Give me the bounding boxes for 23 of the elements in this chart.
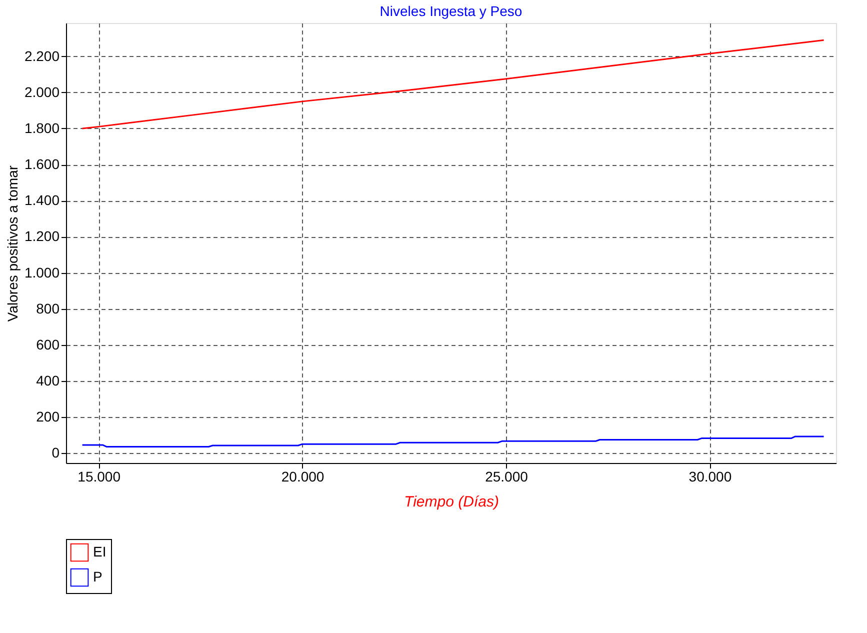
legend-label: EI	[93, 544, 106, 560]
y-tick-label: 1.400	[24, 192, 60, 208]
y-tick-label: 1.600	[24, 156, 60, 172]
x-tick-label: 20.000	[281, 468, 324, 484]
y-tick-label: 2.200	[24, 48, 60, 64]
y-tick-label: 1.000	[24, 264, 60, 280]
line-series	[82, 436, 825, 448]
line-series	[82, 39, 825, 130]
y-tick-label: 1.200	[24, 228, 60, 244]
chart-title: Niveles Ingesta y Peso	[380, 3, 522, 19]
y-tick-label: 1.800	[24, 120, 60, 136]
y-tick-label: 0	[52, 444, 60, 461]
x-tick-label: 25.000	[485, 468, 528, 484]
x-axis-title: Tiempo (Días)	[404, 494, 499, 510]
x-tick-label: 30.000	[688, 468, 732, 484]
y-tick-label: 2.000	[24, 84, 60, 100]
legend-label: P	[93, 568, 102, 584]
x-tick-label: 15.000	[78, 468, 121, 484]
y-tick-label: 400	[36, 372, 60, 388]
y-tick-label: 800	[36, 300, 60, 316]
y-tick-label: 200	[36, 408, 60, 425]
y-axis-title: Valores positivos a tomar	[4, 165, 20, 322]
y-tick-label: 600	[36, 336, 60, 352]
